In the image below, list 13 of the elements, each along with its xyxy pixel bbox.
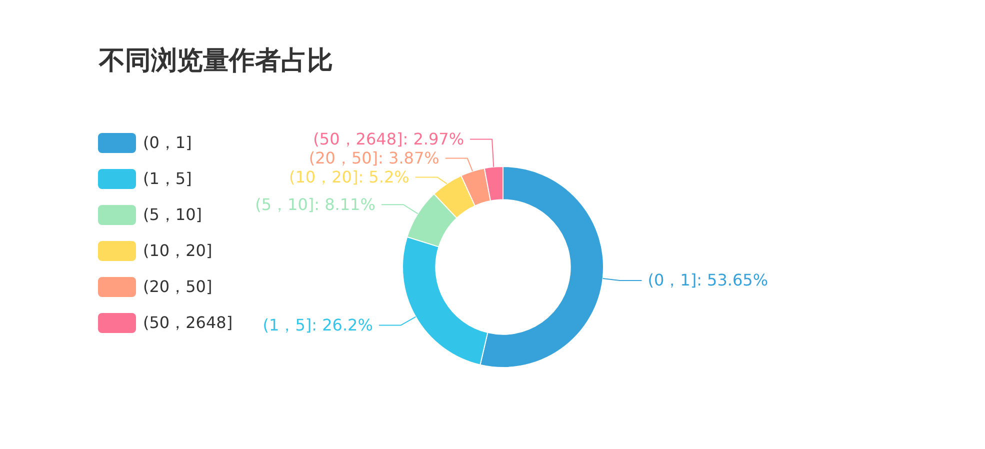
legend-label: (20，50] <box>143 277 212 296</box>
data-label: (20，50]: 3.87% <box>308 148 440 168</box>
legend-label: (50，2648] <box>143 313 233 332</box>
chart-title: 不同浏览量作者占比 <box>98 46 333 76</box>
data-label: (5，10]: 8.11% <box>255 194 376 214</box>
legend-label: (1，5] <box>143 169 192 188</box>
data-label: (50，2648]: 2.97% <box>313 129 464 148</box>
legend-label: (10，20] <box>143 241 212 260</box>
legend-label: (5，10] <box>143 205 202 224</box>
legend-label: (0，1] <box>143 133 192 152</box>
data-label: (10，20]: 5.2% <box>288 167 410 186</box>
data-label: (0，1]: 53.65% <box>648 270 768 290</box>
data-label: (1，5]: 26.2% <box>262 315 373 334</box>
